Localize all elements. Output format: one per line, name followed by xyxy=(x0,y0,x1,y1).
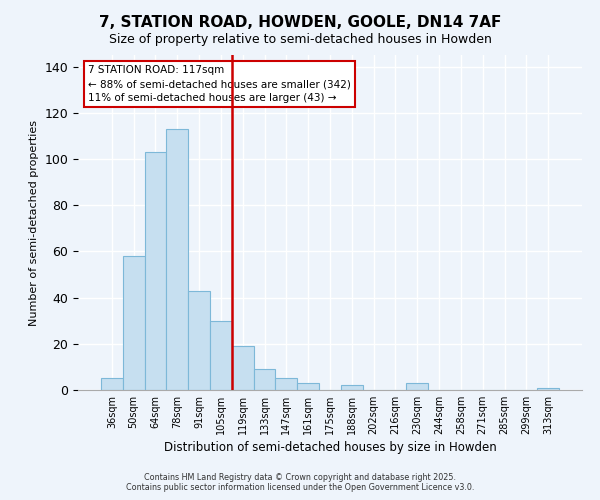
Bar xyxy=(275,378,297,390)
Text: 7, STATION ROAD, HOWDEN, GOOLE, DN14 7AF: 7, STATION ROAD, HOWDEN, GOOLE, DN14 7AF xyxy=(99,15,501,30)
Bar xyxy=(406,383,428,390)
Bar xyxy=(166,129,188,390)
Bar xyxy=(341,386,363,390)
Text: Contains HM Land Registry data © Crown copyright and database right 2025.
Contai: Contains HM Land Registry data © Crown c… xyxy=(126,473,474,492)
Bar xyxy=(232,346,254,390)
X-axis label: Distribution of semi-detached houses by size in Howden: Distribution of semi-detached houses by … xyxy=(164,441,496,454)
Bar xyxy=(254,369,275,390)
Bar xyxy=(210,320,232,390)
Text: Size of property relative to semi-detached houses in Howden: Size of property relative to semi-detach… xyxy=(109,32,491,46)
Bar xyxy=(188,290,210,390)
Y-axis label: Number of semi-detached properties: Number of semi-detached properties xyxy=(29,120,39,326)
Bar xyxy=(123,256,145,390)
Text: 7 STATION ROAD: 117sqm
← 88% of semi-detached houses are smaller (342)
11% of se: 7 STATION ROAD: 117sqm ← 88% of semi-det… xyxy=(88,65,351,103)
Bar xyxy=(145,152,166,390)
Bar xyxy=(537,388,559,390)
Bar xyxy=(297,383,319,390)
Bar xyxy=(101,378,123,390)
